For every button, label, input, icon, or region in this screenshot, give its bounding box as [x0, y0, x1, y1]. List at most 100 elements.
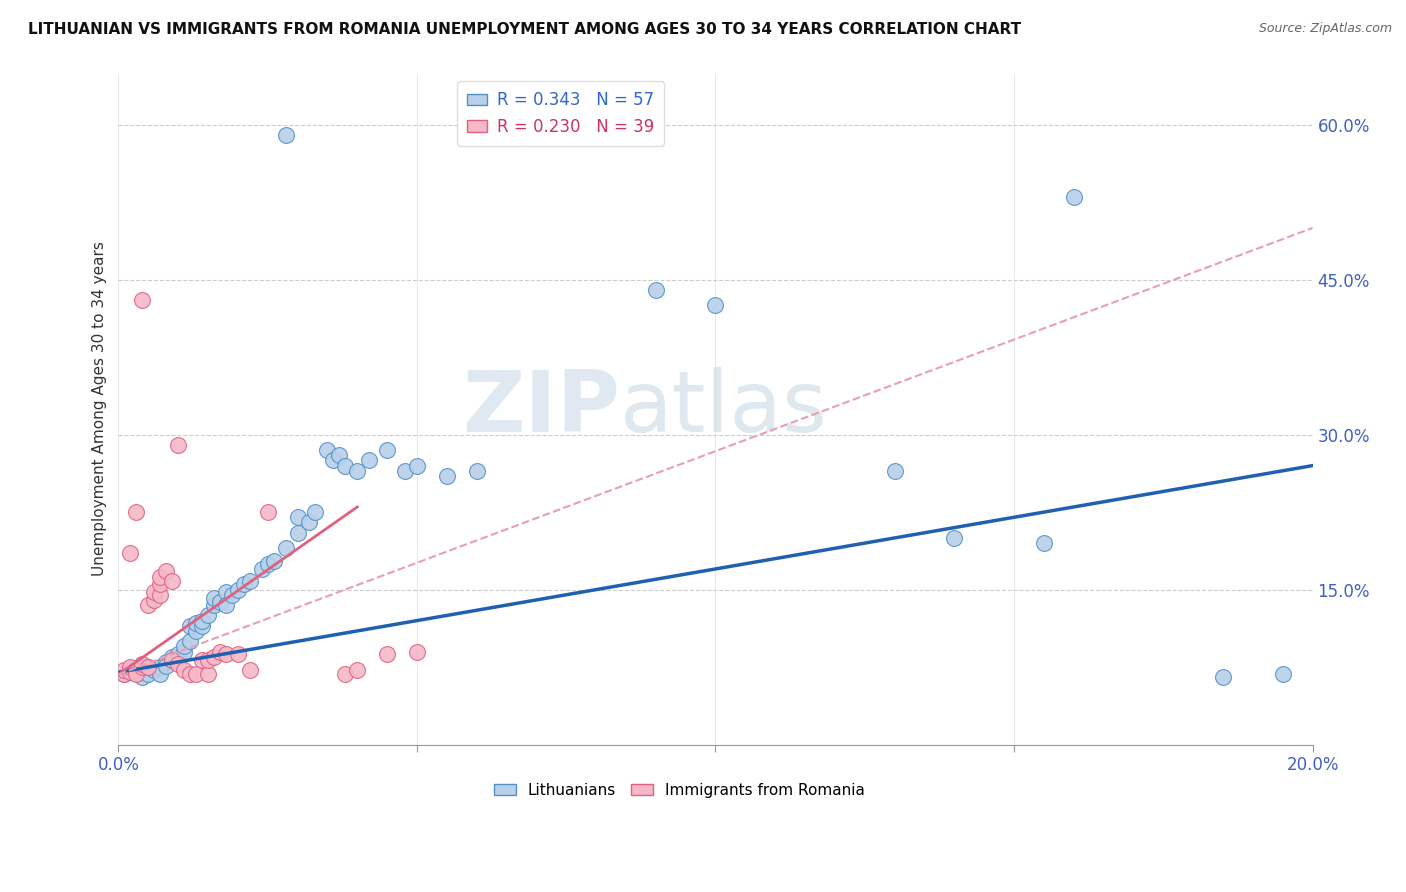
Y-axis label: Unemployment Among Ages 30 to 34 years: Unemployment Among Ages 30 to 34 years [93, 242, 107, 576]
Point [179, 619, 201, 633]
Point [155, 659, 177, 673]
Point [316, 443, 339, 458]
Point [232, 577, 254, 591]
Point [221, 588, 243, 602]
Point [328, 448, 350, 462]
Point [197, 667, 219, 681]
Point [120, 665, 142, 680]
Point [149, 588, 172, 602]
Point [184, 624, 207, 638]
Point [644, 283, 666, 297]
Point [256, 505, 278, 519]
Point [143, 584, 166, 599]
Point [1212, 670, 1234, 684]
Point [125, 505, 148, 519]
Point [883, 464, 905, 478]
Point [704, 298, 727, 312]
Point [250, 562, 273, 576]
Point [160, 653, 183, 667]
Point [112, 667, 135, 681]
Point [346, 663, 368, 677]
Point [465, 464, 488, 478]
Point [436, 469, 458, 483]
Point [184, 667, 207, 681]
Point [125, 665, 148, 680]
Point [160, 653, 183, 667]
Point [179, 667, 201, 681]
Point [120, 546, 142, 560]
Text: ZIP: ZIP [463, 368, 620, 450]
Point [173, 640, 195, 654]
Point [1063, 190, 1085, 204]
Point [136, 660, 159, 674]
Text: atlas: atlas [620, 368, 828, 450]
Point [143, 593, 166, 607]
Point [202, 649, 225, 664]
Point [149, 570, 172, 584]
Point [359, 453, 381, 467]
Point [346, 464, 368, 478]
Point [191, 614, 214, 628]
Point [1271, 667, 1294, 681]
Point [149, 667, 172, 681]
Point [136, 667, 159, 681]
Point [256, 557, 278, 571]
Point [173, 663, 195, 677]
Point [120, 663, 142, 677]
Point [184, 615, 207, 630]
Point [1032, 536, 1054, 550]
Point [149, 660, 172, 674]
Point [136, 598, 159, 612]
Point [197, 653, 219, 667]
Point [239, 663, 262, 677]
Point [155, 564, 177, 578]
Point [136, 660, 159, 674]
Point [226, 582, 249, 597]
Point [274, 541, 297, 556]
Point [160, 649, 183, 664]
Point [263, 554, 285, 568]
Point [149, 577, 172, 591]
Point [215, 584, 238, 599]
Point [287, 510, 309, 524]
Point [173, 644, 195, 658]
Point [304, 505, 326, 519]
Point [197, 608, 219, 623]
Point [120, 660, 142, 674]
Point [167, 657, 190, 671]
Point [239, 574, 262, 589]
Text: Source: ZipAtlas.com: Source: ZipAtlas.com [1258, 22, 1392, 36]
Point [160, 574, 183, 589]
Point [167, 647, 190, 661]
Point [406, 644, 429, 658]
Point [215, 598, 238, 612]
Point [167, 438, 190, 452]
Point [125, 667, 148, 681]
Point [131, 670, 153, 684]
Point [208, 644, 231, 658]
Point [298, 516, 321, 530]
Point [125, 663, 148, 677]
Point [322, 453, 344, 467]
Point [202, 598, 225, 612]
Point [112, 667, 135, 681]
Point [179, 634, 201, 648]
Point [287, 525, 309, 540]
Point [131, 657, 153, 671]
Point [375, 647, 398, 661]
Point [274, 128, 297, 142]
Point [112, 663, 135, 677]
Point [335, 458, 357, 473]
Point [215, 647, 238, 661]
Point [375, 443, 398, 458]
Point [155, 655, 177, 669]
Point [208, 595, 231, 609]
Point [202, 591, 225, 605]
Point [131, 660, 153, 674]
Point [191, 619, 214, 633]
Point [167, 653, 190, 667]
Point [943, 531, 966, 545]
Point [406, 458, 429, 473]
Point [394, 464, 416, 478]
Legend: Lithuanians, Immigrants from Romania: Lithuanians, Immigrants from Romania [488, 777, 872, 804]
